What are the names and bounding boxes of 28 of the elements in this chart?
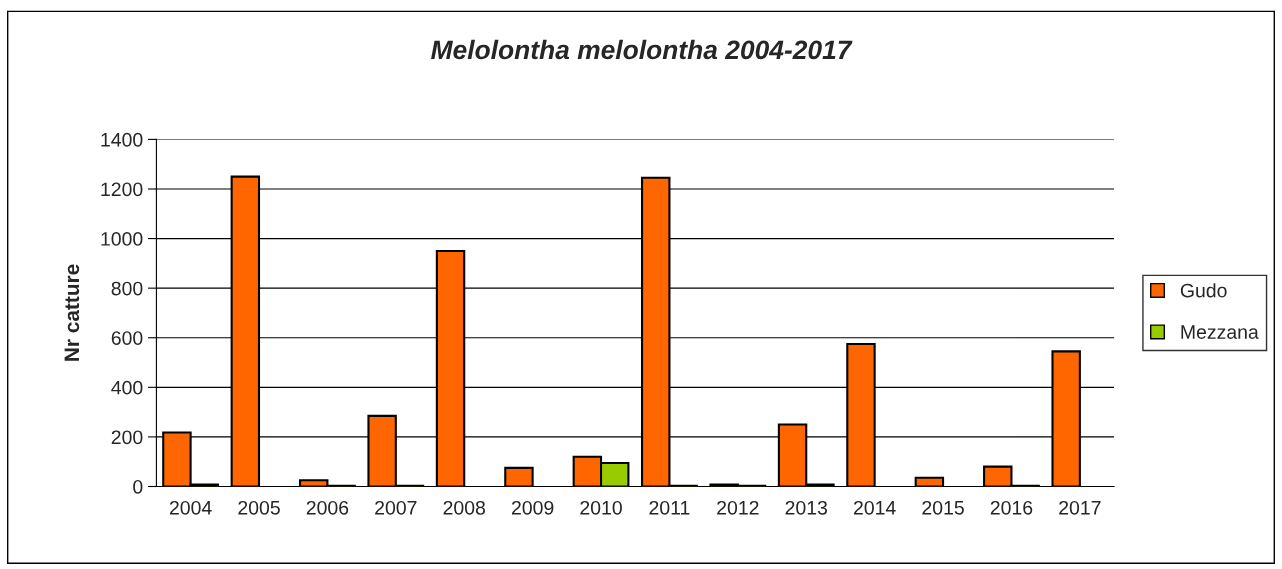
y-tick-label: 600 bbox=[111, 331, 143, 345]
y-tick-label: 800 bbox=[111, 281, 143, 296]
x-tick-label: 2013 bbox=[785, 500, 828, 515]
y-tick-label: 0 bbox=[133, 479, 143, 494]
y-tick-label: 1000 bbox=[101, 232, 143, 246]
x-tick-label: 2014 bbox=[854, 500, 896, 515]
bar bbox=[914, 476, 945, 487]
x-tick-label: 2009 bbox=[511, 500, 554, 515]
x-tick-label: 2016 bbox=[990, 500, 1033, 515]
x-tick-label: 2006 bbox=[306, 500, 349, 515]
y-tick-label: 1200 bbox=[101, 182, 143, 197]
x-tick-label: 2017 bbox=[1059, 500, 1101, 515]
legend-label: Gudo bbox=[1180, 283, 1227, 298]
y-tick-label: 400 bbox=[111, 380, 143, 395]
bar bbox=[504, 466, 534, 487]
chart-title: Melolontha melolontha 2004-2017 bbox=[431, 39, 853, 60]
x-tick-label: 2004 bbox=[169, 500, 212, 515]
y-axis-title: Nr catture bbox=[64, 264, 80, 361]
x-tick-label: 2011 bbox=[649, 500, 690, 515]
y-tick-label: 200 bbox=[111, 430, 143, 445]
legend-label: Mezzana bbox=[1181, 325, 1259, 339]
x-tick-label: 2010 bbox=[580, 500, 622, 515]
y-tick-label: 1400 bbox=[101, 132, 143, 147]
x-tick-label: 2005 bbox=[238, 500, 280, 515]
x-tick-label: 2008 bbox=[443, 500, 486, 515]
x-tick-label: 2007 bbox=[375, 500, 417, 515]
x-tick-label: 2015 bbox=[922, 500, 964, 515]
x-tick-label: 2012 bbox=[717, 500, 759, 515]
